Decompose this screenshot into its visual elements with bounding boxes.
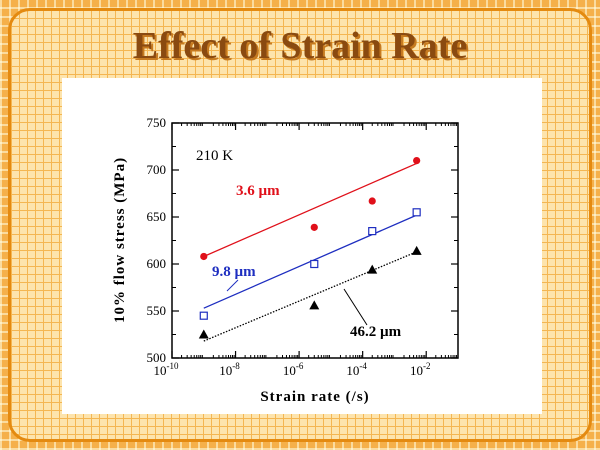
data-point (368, 227, 377, 236)
series-labels: 3.6 µm 9.8 µm 46.2 µm (212, 183, 402, 340)
x-tick-label: 10-6 (283, 361, 304, 378)
slide-title: Effect of Strain Rate (132, 25, 468, 67)
data-point (310, 259, 319, 269)
x-tick-label: 10-8 (219, 361, 240, 378)
y-tick-label: 600 (147, 256, 167, 271)
y-tick-label: 500 (147, 350, 167, 365)
x-tick-label: 10-10 (154, 361, 179, 378)
data-point (309, 300, 320, 310)
series-label: 3.6 µm (236, 183, 280, 199)
fit-line (203, 251, 417, 342)
data-point (413, 157, 421, 165)
y-tick-label: 700 (147, 162, 167, 177)
y-tick-label: 750 (147, 115, 167, 130)
y-axis-ticks: 500 550 600 650 700 750 (147, 115, 458, 365)
x-axis-label: Strain rate (/s) (260, 389, 369, 405)
x-axis-ticks: 10-10 10-8 10-6 10-4 10-2 (154, 123, 458, 378)
fit-line (203, 162, 417, 258)
x-tick-label: 10-4 (346, 361, 367, 378)
y-tick-label: 650 (147, 209, 167, 224)
series-label: 46.2 µm (350, 324, 402, 340)
x-tick-label: 10-2 (410, 361, 431, 378)
data-point (367, 264, 378, 274)
data-markers (198, 157, 422, 339)
data-point (411, 245, 422, 255)
data-point (200, 252, 208, 261)
y-axis-label: 10% flow stress (MPa) (112, 157, 128, 323)
data-point (412, 208, 421, 217)
data-point (310, 223, 318, 231)
data-point (198, 329, 209, 339)
label-leader-line (226, 279, 239, 292)
data-point (368, 197, 376, 205)
chart-panel: 10-10 10-8 10-6 10-4 10-2 500 550 600 650 700 750… (62, 78, 542, 414)
label-leader-line (343, 288, 368, 326)
data-point (199, 311, 208, 320)
series-label: 9.8 µm (212, 264, 256, 280)
flow-stress-chart: 10-10 10-8 10-6 10-4 10-2 500 550 600 650 700 750… (112, 115, 459, 405)
y-tick-label: 550 (147, 303, 167, 318)
temperature-annotation: 210 K (196, 148, 233, 164)
